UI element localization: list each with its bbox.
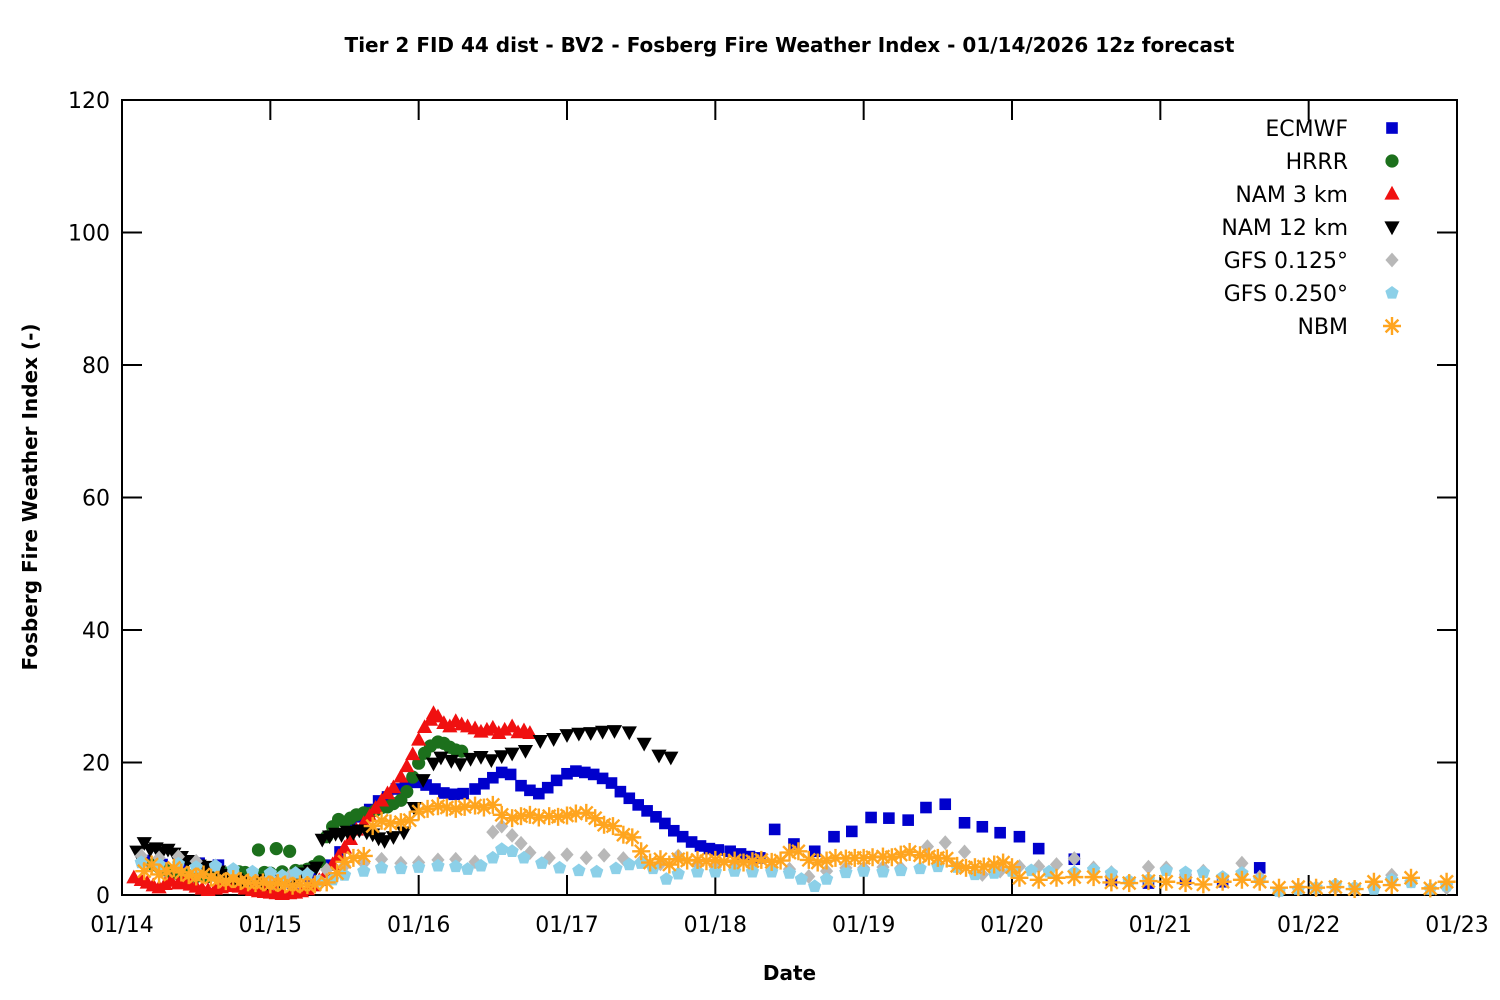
y-tick-label: 120	[68, 89, 110, 114]
x-tick-label: 01/16	[387, 913, 450, 938]
legend-marker-nam-3km-triangle-up-icon	[1384, 185, 1400, 200]
x-tick-label: 01/23	[1425, 913, 1488, 938]
legend-label-gfs-0125: GFS 0.125°	[1224, 249, 1348, 274]
legend-marker-hrrr-circle-icon	[1385, 154, 1399, 168]
chart-title: Tier 2 FID 44 dist - BV2 - Fosberg Fire …	[344, 33, 1235, 57]
y-tick-label: 40	[82, 619, 110, 644]
legend-item-gfs-0250: GFS 0.250°	[1224, 282, 1399, 307]
x-tick-label: 01/18	[684, 913, 747, 938]
legend-label-nam-3km: NAM 3 km	[1235, 183, 1348, 208]
legend-item-gfs-0125: GFS 0.125°	[1224, 249, 1399, 274]
legend-item-nbm: NBM	[1297, 315, 1401, 340]
x-tick-label: 01/15	[239, 913, 302, 938]
x-tick-label: 01/22	[1277, 913, 1340, 938]
x-tick-label: 01/21	[1129, 913, 1192, 938]
y-tick-label: 20	[82, 752, 110, 777]
legend-item-nam-3km: NAM 3 km	[1235, 183, 1400, 208]
legend-marker-gfs-0250-pentagon-icon	[1385, 286, 1399, 299]
legend-label-nbm: NBM	[1297, 315, 1348, 340]
legend-label-nam-12km: NAM 12 km	[1221, 216, 1348, 241]
series-nbm	[135, 795, 1456, 899]
legend-label-hrrr: HRRR	[1286, 150, 1348, 175]
x-tick-label: 01/20	[980, 913, 1043, 938]
legend-marker-ecmwf-square-icon	[1386, 122, 1398, 134]
y-tick-label: 80	[82, 354, 110, 379]
legend-marker-gfs-0125-diamond-icon	[1385, 252, 1399, 268]
legend-item-hrrr: HRRR	[1286, 150, 1399, 175]
legend-marker-nbm-star-icon	[1383, 317, 1401, 335]
y-tick-label: 60	[82, 487, 110, 512]
legend-label-ecmwf: ECMWF	[1265, 117, 1348, 142]
y-tick-label: 0	[96, 884, 110, 909]
x-axis-label: Date	[762, 961, 817, 985]
x-tick-label: 01/14	[90, 913, 153, 938]
legend-item-ecmwf: ECMWF	[1265, 117, 1398, 142]
y-tick-label: 100	[68, 222, 110, 247]
legend-item-nam-12km: NAM 12 km	[1221, 216, 1400, 241]
legend: ECMWF HRRR NAM 3 km NAM 12 km GFS 0.125° GFS …	[1221, 117, 1401, 340]
legend-marker-nam-12km-triangle-down-icon	[1384, 221, 1400, 236]
x-tick-label: 01/19	[832, 913, 895, 938]
legend-label-gfs-0250: GFS 0.250°	[1224, 282, 1348, 307]
y-axis-ticks: 0 20 40 60 80 100 120	[68, 89, 1457, 909]
x-tick-label: 01/17	[535, 913, 598, 938]
